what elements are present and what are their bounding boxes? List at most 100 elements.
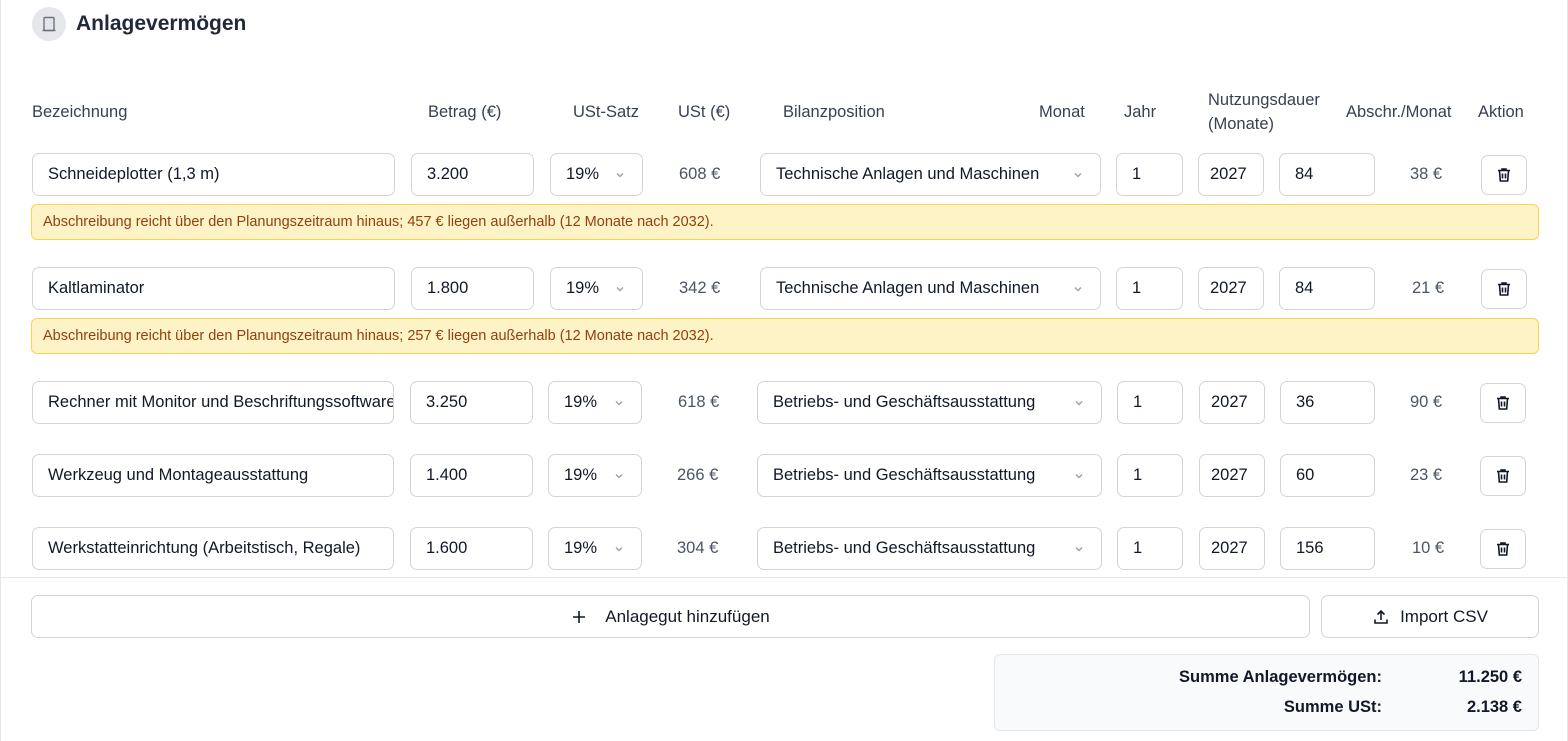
year-input[interactable]: 2027 [1198,267,1264,310]
useful-life-input[interactable]: 84 [1279,153,1375,196]
divider [1,577,1568,578]
vat-rate-select[interactable]: 19% [548,527,642,570]
year-input[interactable]: 2027 [1199,527,1265,570]
upload-icon [1374,609,1388,624]
col-bilanzposition: Bilanzposition [783,103,885,121]
month-input[interactable]: 1 [1117,454,1183,497]
import-csv-button[interactable]: Import CSV [1321,595,1539,638]
balance-position-value: Betriebs- und Geschäftsausstattung [773,539,1036,557]
useful-life-input[interactable]: 60 [1280,454,1375,497]
delete-button[interactable] [1481,155,1527,195]
vat-rate-select[interactable]: 19% [550,153,643,196]
name-input[interactable]: Werkstatteinrichtung (Arbeitstisch, Rega… [32,527,394,570]
vat-amount: 342 € [679,279,721,297]
chevron-down-icon [615,546,623,552]
chevron-down-icon [1074,172,1082,178]
chevron-down-icon [1075,400,1083,406]
vat-amount: 266 € [677,466,719,484]
delete-button[interactable] [1480,456,1526,496]
plus-icon [573,610,586,623]
monthly-depreciation: 10 € [1412,539,1445,557]
trash-icon [1497,542,1509,556]
vat-rate-value: 19% [564,466,598,484]
col-aktion: Aktion [1478,103,1524,121]
name-input[interactable]: Kaltlaminator [32,267,395,310]
trash-icon [1498,282,1510,296]
section-header: Anlagevermögen [32,6,246,42]
balance-position-value: Technische Anlagen und Maschinen [776,279,1040,297]
useful-life-input[interactable]: 156 [1280,527,1375,570]
balance-position-value: Betriebs- und Geschäftsausstattung [773,393,1036,411]
delete-button[interactable] [1480,383,1526,423]
depreciation-warning: Abschreibung reicht über den Planungszei… [31,204,1539,240]
balance-position-select[interactable]: Betriebs- und Geschäftsausstattung [757,527,1102,570]
monthly-depreciation: 21 € [1412,279,1445,297]
amount-input[interactable]: 1.400 [410,454,533,497]
summary-total-label: Summe Anlagevermögen: [1179,668,1382,686]
year-input[interactable]: 2027 [1199,454,1265,497]
col-monat: Monat [1039,103,1085,121]
col-bezeichnung: Bezeichnung [32,103,128,121]
name-input[interactable]: Rechner mit Monitor und Beschriftungssof… [32,381,394,424]
col-betrag: Betrag (€) [428,103,502,121]
balance-position-select[interactable]: Technische Anlagen und Maschinen [760,267,1101,310]
monthly-depreciation: 90 € [1410,393,1443,411]
amount-input[interactable]: 1.800 [411,267,534,310]
balance-position-select[interactable]: Technische Anlagen und Maschinen [760,153,1101,196]
amount-input[interactable]: 3.250 [410,381,533,424]
depreciation-warning: Abschreibung reicht über den Planungszei… [31,318,1539,354]
monthly-depreciation: 38 € [1410,165,1443,183]
useful-life-input[interactable]: 84 [1279,267,1375,310]
balance-position-value: Betriebs- und Geschäftsausstattung [773,466,1036,484]
summary-box: Summe Anlagevermögen: 11.250 € Summe USt… [994,654,1539,731]
col-nutzungsdauer: Nutzungsdauer [1208,91,1320,109]
vat-rate-select[interactable]: 19% [548,381,642,424]
chevron-down-icon [615,473,623,479]
delete-button[interactable] [1481,269,1527,309]
amount-input[interactable]: 3.200 [411,153,534,196]
col-ust-satz: USt-Satz [573,103,640,121]
section-title: Anlagevermögen [76,12,247,35]
year-input[interactable]: 2027 [1198,153,1264,196]
vat-rate-value: 19% [564,393,598,411]
vat-rate-select[interactable]: 19% [548,454,642,497]
month-input[interactable]: 1 [1117,527,1183,570]
name-input[interactable]: Schneideplotter (1,3 m) [32,153,395,196]
vat-rate-select[interactable]: 19% [550,267,643,310]
month-input[interactable]: 1 [1117,381,1183,424]
chevron-down-icon [1074,286,1082,292]
vat-rate-value: 19% [566,279,600,297]
chevron-down-icon [615,400,623,406]
col-ust: USt (€) [678,103,731,121]
month-input[interactable]: 1 [1116,267,1183,310]
trash-icon [1497,396,1509,410]
add-asset-button[interactable]: Anlagegut hinzufügen [31,595,1310,638]
summary-vat-row: Summe USt: 2.138 € [1284,698,1522,717]
summary-vat-label: Summe USt: [1283,698,1382,716]
balance-position-select[interactable]: Betriebs- und Geschäftsausstattung [757,381,1102,424]
summary-total-value: 11.250 € [1458,668,1522,686]
month-input[interactable]: 1 [1116,153,1183,196]
trash-icon [1498,168,1510,182]
col-abschreibung: Abschr./Monat [1346,103,1452,121]
name-input[interactable]: Werkzeug und Montageausstattung [32,454,394,497]
delete-button[interactable] [1480,529,1526,569]
add-asset-label: Anlagegut hinzufügen [605,606,770,626]
summary-vat-value: 2.138 € [1466,698,1522,716]
year-input[interactable]: 2027 [1199,381,1265,424]
chevron-down-icon [616,172,624,178]
vat-amount: 304 € [677,539,719,557]
useful-life-input[interactable]: 36 [1280,381,1375,424]
vat-rate-value: 19% [566,165,600,183]
vat-amount: 618 € [678,393,720,411]
summary-total-row: Summe Anlagevermögen: 11.250 € [1179,668,1522,687]
import-csv-label: Import CSV [1400,606,1488,626]
building-icon [32,7,66,41]
trash-icon [1497,469,1509,483]
balance-position-select[interactable]: Betriebs- und Geschäftsausstattung [757,454,1102,497]
chevron-down-icon [1075,546,1083,552]
amount-input[interactable]: 1.600 [410,527,533,570]
chevron-down-icon [616,286,624,292]
col-nutzungsdauer-unit: (Monate) [1208,115,1275,133]
